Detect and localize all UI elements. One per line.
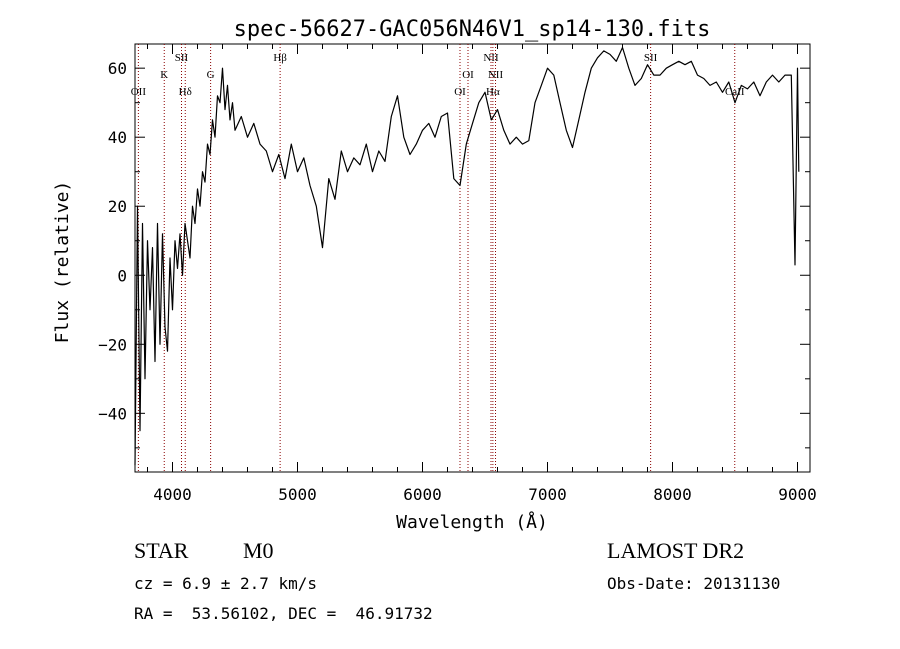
spectral-line-label: OI <box>454 86 466 98</box>
obs-date: Obs-Date: 20131130 <box>607 574 781 593</box>
x-tick-label: 8000 <box>653 485 692 504</box>
spectral-line-label: SII <box>644 52 658 64</box>
y-tick-label: 40 <box>108 128 127 147</box>
x-tick-label: 6000 <box>403 485 442 504</box>
spectral-line-label: Hα <box>486 86 500 98</box>
spectral-line-label: OI <box>462 69 474 81</box>
spectral-line-label: NII <box>488 69 504 81</box>
y-tick-label: −20 <box>98 335 127 354</box>
survey-name: LAMOST DR2 <box>607 538 745 563</box>
x-tick-label: 9000 <box>778 485 817 504</box>
spectral-line-label: G <box>207 69 215 81</box>
object-subclass: M0 <box>243 538 274 563</box>
y-tick-label: 20 <box>108 197 127 216</box>
chart-title: spec-56627-GAC056N46V1_sp14-130.fits <box>234 17 711 42</box>
x-axis-label: Wavelength (Å) <box>396 511 548 533</box>
x-tick-label: 4000 <box>153 485 192 504</box>
spectral-line-label: SII <box>175 52 189 64</box>
x-tick-label: 7000 <box>528 485 567 504</box>
plot-area: 4000 5000 6000 7000 8000 9000 −40 −20 0 20 40 60 OII… <box>98 43 817 504</box>
y-tick-label: −40 <box>98 404 127 423</box>
object-class: STAR <box>134 538 189 563</box>
spectral-line-label: K <box>160 69 168 81</box>
y-axis-label: Flux (relative) <box>52 181 73 344</box>
coordinates: RA = 53.56102, DEC = 46.91732 <box>134 604 433 623</box>
spectral-line-label: CaII <box>725 86 745 98</box>
spectrum-series-line <box>134 46 800 466</box>
plot-frame <box>134 43 811 473</box>
y-tick-label: 60 <box>108 59 127 78</box>
y-tick-label: 0 <box>117 266 127 285</box>
spectral-line-label: NII <box>483 52 499 64</box>
spectral-line-label: Hβ <box>273 52 287 64</box>
spectral-line-label: OII <box>131 86 147 98</box>
x-tick-label: 5000 <box>278 485 317 504</box>
spectral-line-label: Hδ <box>179 86 192 98</box>
redshift-value: cz = 6.9 ± 2.7 km/s <box>134 574 318 593</box>
